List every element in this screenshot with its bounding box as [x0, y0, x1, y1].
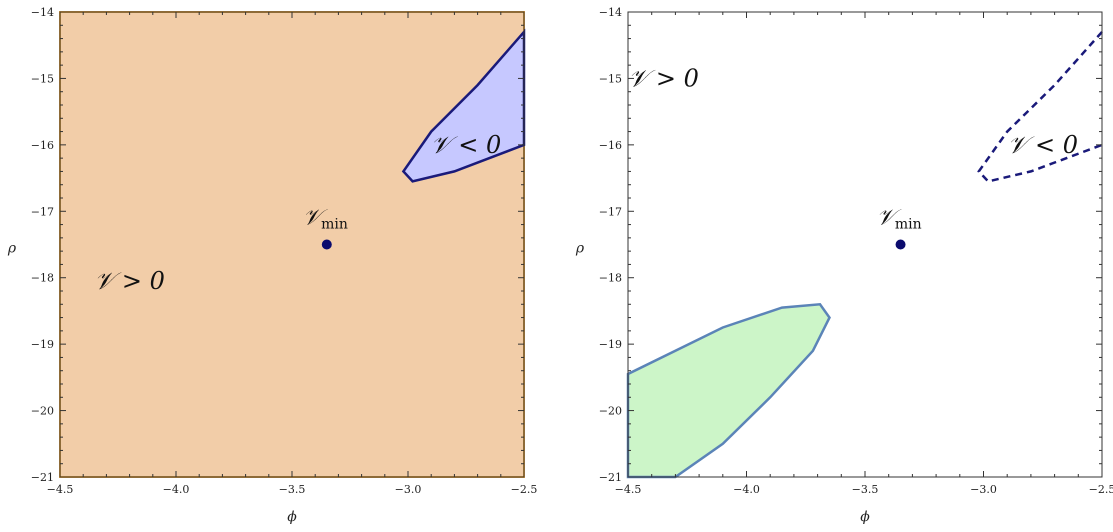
x-axis-label: ϕ — [287, 509, 297, 525]
y-tick-label: −19 — [31, 338, 54, 351]
region-annotation: 𝒱 > 0 — [94, 267, 165, 295]
y-tick-label: −16 — [31, 139, 54, 152]
y-tick-label: −17 — [599, 205, 622, 218]
minimum-point — [895, 239, 906, 250]
panel-2: −4.5 −4.0 −3.5 −3.0 −2.5 −14 −15 −16 −17 −18 −19 −2… — [575, 6, 1113, 525]
y-tick-label: −16 — [599, 139, 622, 152]
y-tick-label: −14 — [599, 6, 622, 19]
y-tick-label: −21 — [599, 471, 622, 484]
y-tick-label: −18 — [31, 272, 54, 285]
x-tick-label: −3.5 — [279, 483, 306, 496]
y-tick-label: −17 — [31, 205, 54, 218]
green-region — [626, 302, 831, 479]
y-axis-label: ρ — [575, 241, 585, 257]
negative-region-boundary — [977, 31, 1103, 183]
x-tick-label: −3.0 — [395, 483, 422, 496]
x-tick-label: −3.5 — [852, 483, 879, 496]
y-tick-label: −14 — [31, 6, 54, 19]
y-tick-label: −15 — [31, 72, 54, 85]
y-tick-label: −21 — [31, 471, 54, 484]
y-tick-label: −19 — [599, 338, 622, 351]
panel-1: −4.5 −4.0 −3.5 −3.0 −2.5 −14 −15 −16 −17 −18 −19 −2… — [7, 6, 537, 525]
x-tick-label: −2.5 — [1089, 483, 1113, 496]
y-tick-label: −20 — [599, 405, 622, 418]
x-axis-label: ϕ — [860, 509, 870, 525]
positive-region — [59, 11, 525, 478]
x-tick-label: −2.5 — [511, 483, 538, 496]
y-tick-label: −15 — [599, 72, 622, 85]
y-axis-label: ρ — [7, 241, 17, 257]
x-tick-label: −3.0 — [970, 483, 997, 496]
x-tick-label: −4.5 — [47, 483, 74, 496]
x-tick-label: −4.0 — [733, 483, 760, 496]
y-tick-label: −20 — [31, 405, 54, 418]
negative-region — [401, 28, 526, 183]
minimum-point — [321, 239, 332, 250]
y-tick-label: −18 — [599, 272, 622, 285]
x-tick-label: −4.0 — [163, 483, 190, 496]
minimum-label: 𝒱min — [877, 206, 922, 233]
region-annotation: 𝒱 < 0 — [431, 131, 502, 159]
region-annotation: 𝒱 > 0 — [628, 64, 699, 92]
region-annotation: 𝒱 < 0 — [1007, 131, 1078, 159]
x-tick-label: −4.5 — [615, 483, 642, 496]
